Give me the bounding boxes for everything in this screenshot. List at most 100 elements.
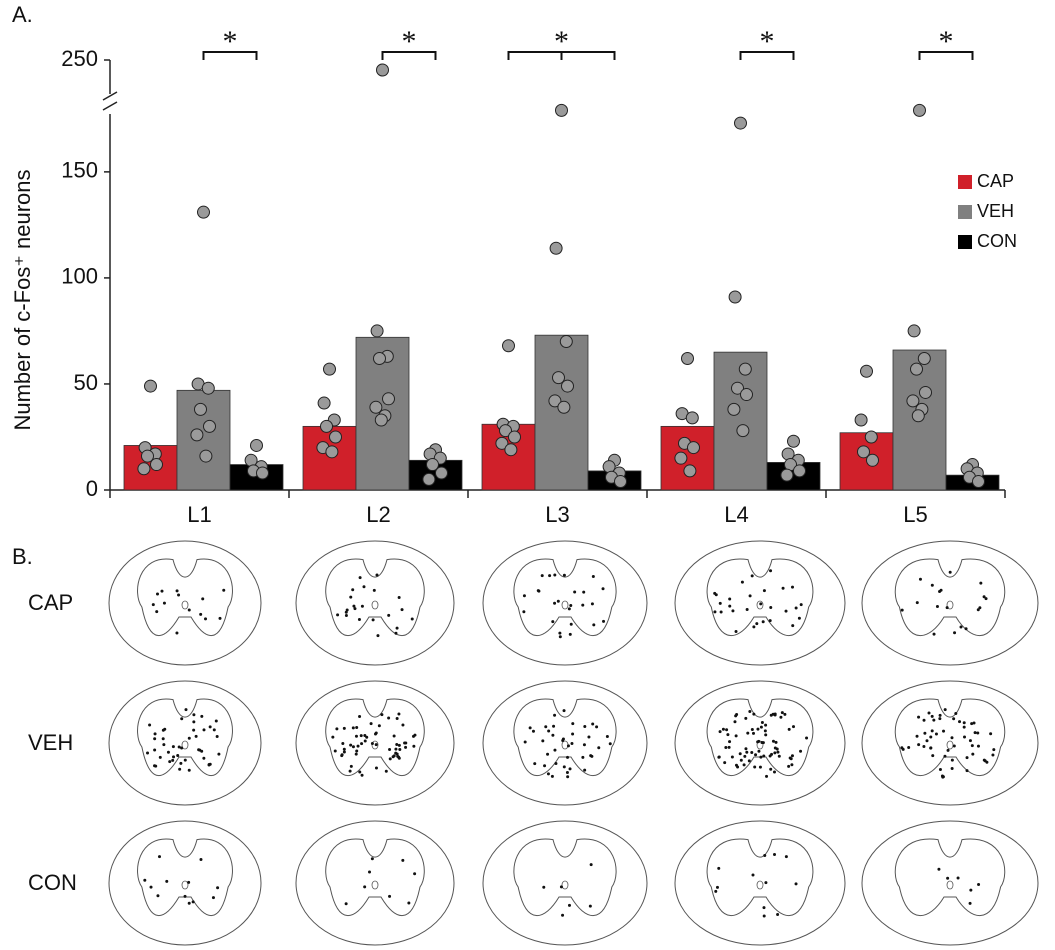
neuron-dot: [407, 901, 410, 904]
cord-outline: [109, 821, 261, 945]
row-label: CAP: [28, 590, 73, 615]
grey-matter: [514, 559, 616, 636]
neuron-dot: [349, 596, 352, 599]
neuron-dot: [755, 622, 758, 625]
neuron-dot: [790, 757, 793, 760]
neuron-dot: [569, 633, 572, 636]
significance-label: *: [760, 25, 775, 58]
grey-matter: [514, 839, 616, 916]
legend-swatch: [958, 205, 972, 219]
neuron-dot: [395, 743, 398, 746]
neuron-dot: [175, 631, 178, 634]
neuron-dot: [907, 746, 910, 749]
neuron-dot: [567, 744, 570, 747]
neuron-dot: [563, 765, 566, 768]
data-point: [918, 353, 930, 365]
neuron-dot: [977, 883, 980, 886]
neuron-dot: [568, 904, 571, 907]
neuron-dot: [929, 747, 932, 750]
neuron-dot: [781, 711, 784, 714]
neuron-dot: [925, 739, 928, 742]
neuron-dot: [176, 589, 179, 592]
neuron-dot: [563, 709, 566, 712]
neuron-dot: [772, 740, 775, 743]
neuron-dot: [375, 732, 378, 735]
neuron-dot: [411, 618, 414, 621]
neuron-dot: [209, 725, 212, 728]
grey-matter: [895, 699, 1005, 776]
data-point: [330, 431, 342, 443]
neuron-dot: [346, 609, 349, 612]
neuron-dot: [590, 863, 593, 866]
neuron-dot: [774, 746, 777, 749]
central-canal: [562, 881, 568, 889]
neuron-dot: [932, 719, 935, 722]
neuron-dot: [933, 633, 936, 636]
neuron-dot: [404, 746, 407, 749]
y-tick-label: 150: [61, 158, 98, 183]
neuron-dot: [764, 881, 767, 884]
neuron-dot: [954, 712, 957, 715]
neuron-dot: [212, 896, 215, 899]
y-tick-label: 250: [61, 46, 98, 71]
neuron-dot: [156, 894, 159, 897]
neuron-dot: [537, 589, 540, 592]
data-point: [195, 403, 207, 415]
data-point: [914, 104, 926, 116]
central-canal: [562, 601, 568, 609]
neuron-dot: [590, 755, 593, 758]
data-point: [675, 452, 687, 464]
neuron-dot: [345, 902, 348, 905]
neuron-dot: [724, 746, 727, 749]
neuron-dot: [983, 595, 986, 598]
panel-label: A.: [12, 2, 33, 27]
neuron-dot: [939, 768, 942, 771]
central-canal: [947, 881, 953, 889]
neuron-dot: [752, 625, 755, 628]
data-point: [735, 117, 747, 129]
neuron-dot: [762, 906, 765, 909]
neuron-dot: [403, 742, 406, 745]
neuron-dot: [978, 606, 981, 609]
neuron-dot: [360, 742, 363, 745]
data-point: [729, 291, 741, 303]
neuron-dot: [387, 614, 390, 617]
neuron-dot: [162, 737, 165, 740]
neuron-dot: [740, 759, 743, 762]
neuron-dot: [188, 608, 191, 611]
neuron-dot: [172, 755, 175, 758]
neuron-dot: [563, 574, 566, 577]
neuron-dot: [946, 877, 949, 880]
data-point: [503, 340, 515, 352]
neuron-dot: [361, 774, 364, 777]
central-canal: [562, 741, 568, 749]
neuron-dot: [743, 763, 746, 766]
neuron-dot: [394, 748, 397, 751]
neuron-dot: [388, 895, 391, 898]
neuron-dot: [953, 631, 956, 634]
y-tick-label: 0: [86, 476, 98, 501]
central-canal: [372, 601, 378, 609]
neuron-dot: [165, 880, 168, 883]
neuron-dot: [199, 858, 202, 861]
neuron-dot: [749, 594, 752, 597]
cord-outline: [483, 681, 647, 805]
legend-label: CON: [977, 231, 1017, 251]
data-point: [781, 469, 793, 481]
y-axis-label: Number of c-Fos⁺ neurons: [10, 169, 35, 430]
neuron-dot: [177, 593, 180, 596]
neuron-dot: [204, 617, 207, 620]
neuron-dot: [760, 726, 763, 729]
cord-outline: [296, 821, 454, 945]
neuron-dot: [922, 745, 925, 748]
data-point: [688, 442, 700, 454]
neuron-dot: [751, 874, 754, 877]
neuron-dot: [154, 732, 157, 735]
data-point: [865, 431, 877, 443]
neuron-dot: [936, 605, 939, 608]
neuron-dot: [769, 606, 772, 609]
neuron-dot: [769, 768, 772, 771]
neuron-dot: [778, 755, 781, 758]
neuron-dot: [597, 746, 600, 749]
neuron-dot: [358, 618, 361, 621]
